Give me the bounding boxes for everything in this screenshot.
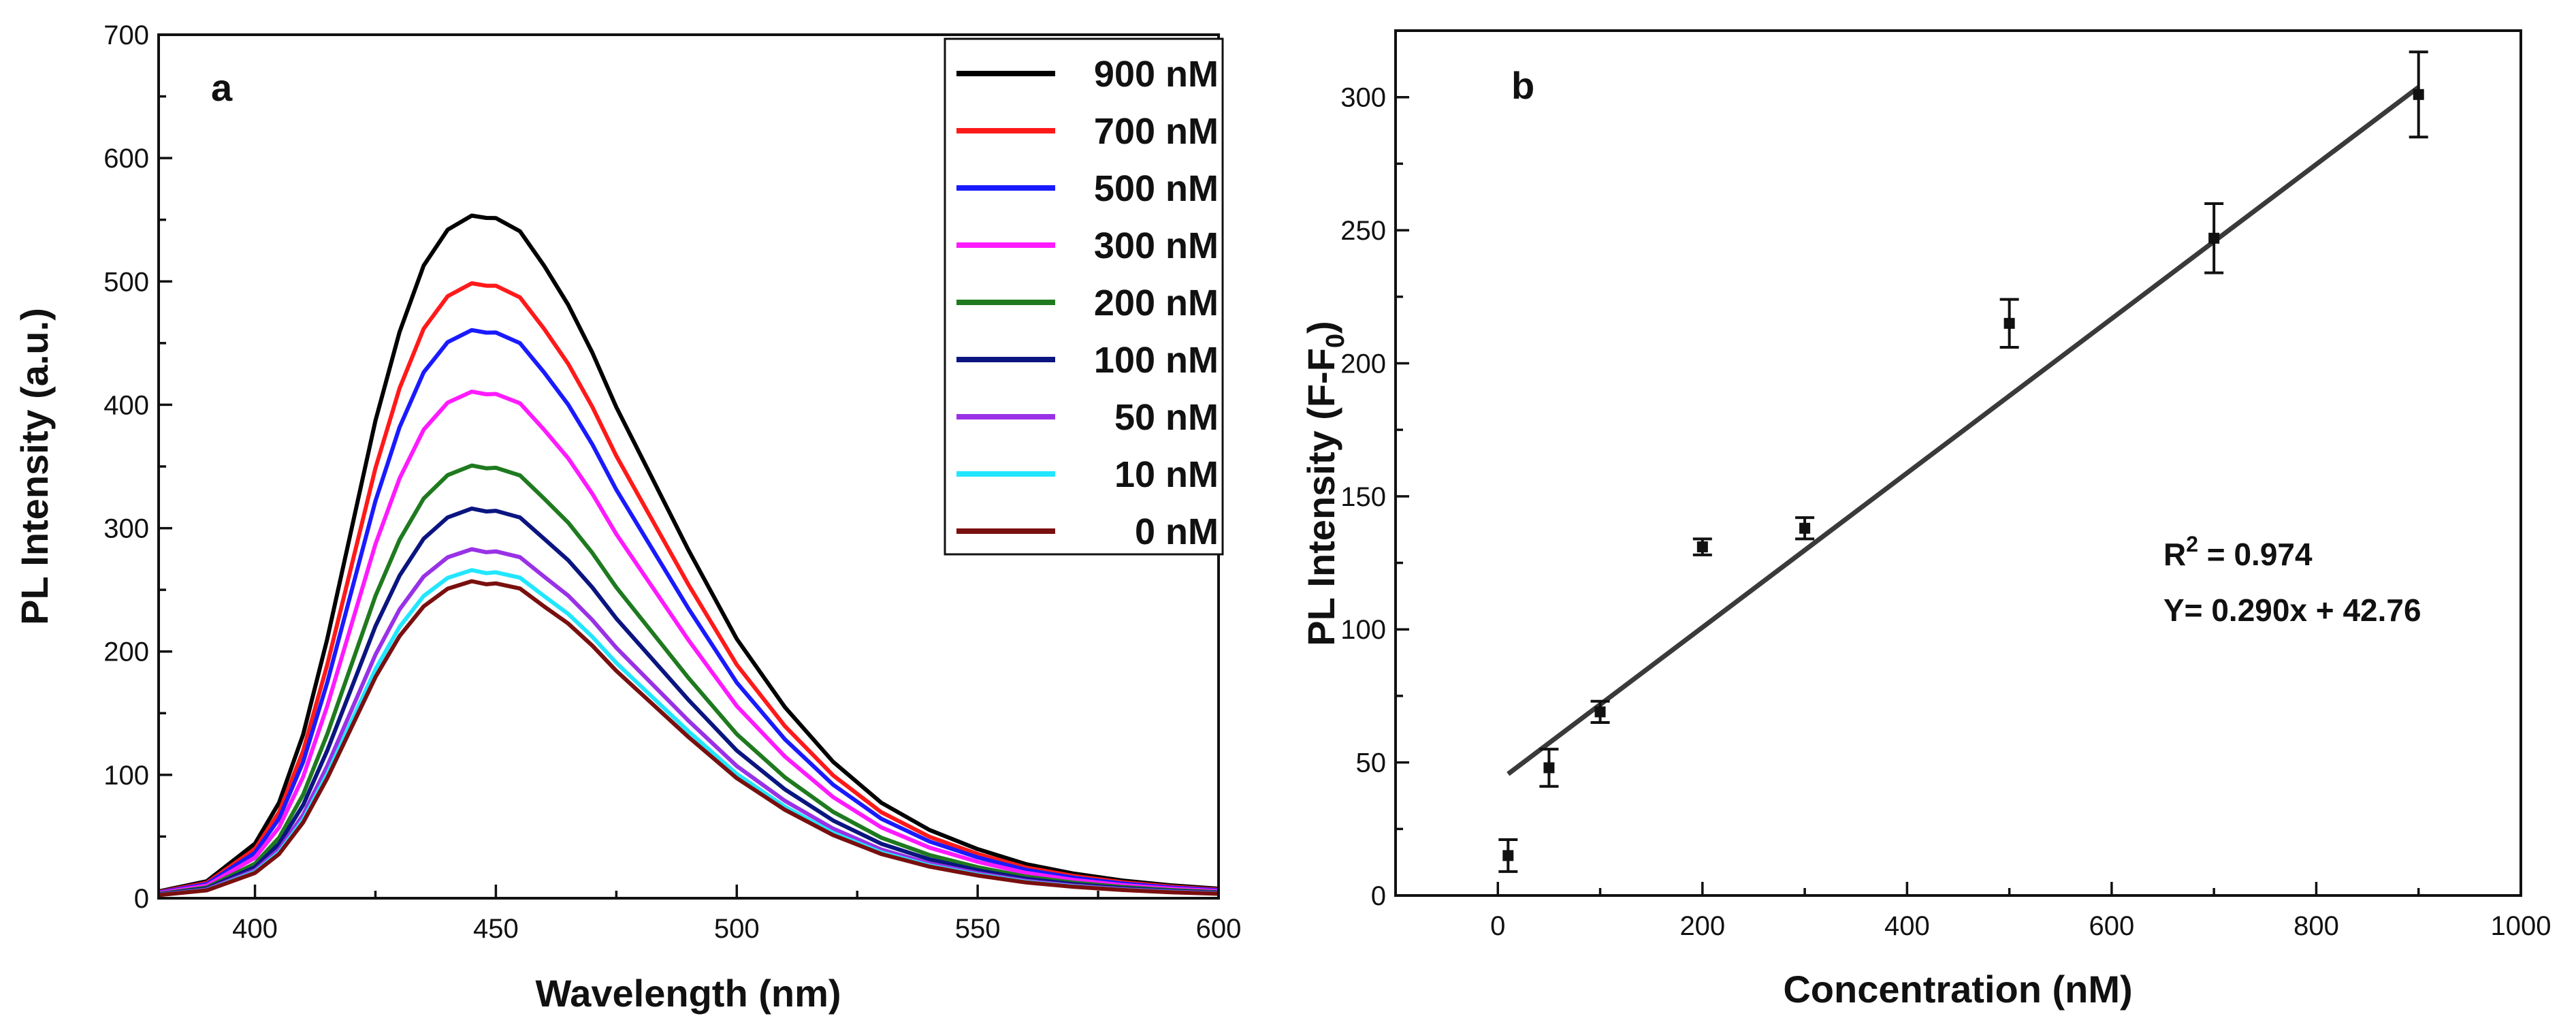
panel-a-legend-label: 500 nM [1094, 168, 1219, 209]
panel-a-series-300-nm [158, 390, 1219, 895]
panel-a-y-tick-label: 300 [103, 514, 149, 544]
panel-b-point-marker [2003, 317, 2015, 329]
panel-b-data-point [1795, 516, 1815, 541]
panel-b-point-marker [1696, 541, 1708, 553]
panel-a-legend-label: 100 nM [1094, 340, 1219, 381]
panel-a-y-tick-label: 700 [103, 20, 149, 50]
panel-b-x-tick-label: 800 [2293, 911, 2339, 941]
panel-b-points [1498, 50, 2428, 873]
panel-b-data-point [1498, 838, 1518, 873]
panel-b-data-point [2204, 202, 2224, 274]
panel-b-point-marker [1543, 762, 1555, 774]
panel-b-data-point [1999, 298, 2019, 349]
panel-a-x-tick-label: 600 [1196, 914, 1242, 944]
panel-b-equation-annotation: Y= 0.290x + 42.76 [2163, 592, 2421, 628]
panel-b-x-tick-label: 600 [2089, 911, 2135, 941]
panel-b-y-tick-label: 250 [1340, 216, 1386, 246]
panel-b-y-tick-label: 100 [1340, 615, 1386, 645]
panel-a-legend-label: 50 nM [1114, 397, 1219, 438]
panel-b-y-axis-title-sub: 0 [1321, 334, 1350, 348]
panel-a-series-200-nm [158, 463, 1219, 896]
panel-b-x-tick-label: 200 [1679, 911, 1725, 941]
panel-b-data-point [1539, 748, 1559, 788]
panel-b-x-tick-label: 1000 [2491, 911, 2551, 941]
panel-a-series-900-nm [158, 213, 1219, 893]
panel-a-series-50-nm [158, 547, 1219, 897]
panel-a-curves [158, 213, 1219, 898]
panel-b-r2-superscript: 2 [2186, 532, 2198, 556]
panel-b-point-marker [1799, 522, 1811, 534]
panel-a-series-500-nm [158, 328, 1219, 895]
panel-a-y-tick-label: 500 [103, 267, 149, 297]
panel-b-ticks: 0 200 400 600 800 1000 0 50 100 150 200 250 300 [1340, 83, 2551, 941]
panel-a-legend: 900 nM 700 nM 500 nM 300 nM 200 nM 100 nM 50 n… [944, 37, 1224, 556]
panel-b-y-axis-title-main: PL Intensity (F-F [1300, 348, 1342, 646]
panel-a-legend-label: 900 nM [1094, 54, 1219, 95]
panel-a-series-700-nm [158, 281, 1219, 894]
panel-b-r2-value: = 0.974 [2198, 537, 2313, 572]
panel-b-fit-line [1507, 85, 2420, 776]
panel-b-r2-prefix: R [2163, 537, 2186, 572]
panel-a-legend-label: 700 nM [1094, 111, 1219, 152]
panel-b-r2-annotation: R2 = 0.974 [2163, 532, 2313, 572]
panel-a-legend-label: 10 nM [1114, 454, 1219, 495]
panel-a-x-axis-title: Wavelength (nm) [535, 972, 841, 1015]
panel-a-x-tick-label: 500 [714, 914, 760, 944]
panel-a-series-100-nm [158, 506, 1219, 897]
panel-b-fit-line-path [1507, 85, 2420, 776]
panel-b-point-marker [2208, 232, 2220, 244]
panel-a-y-tick-label: 400 [103, 390, 149, 420]
panel-b-y-tick-label: 50 [1356, 748, 1387, 778]
panel-b-point-marker [2413, 89, 2424, 100]
panel-b-data-point [1692, 537, 1712, 556]
panel-a-x-tick-label: 450 [473, 914, 519, 944]
panel-a-legend-box [944, 37, 1224, 556]
panel-a-y-tick-label: 100 [103, 761, 149, 791]
panel-b-data-point [2409, 50, 2428, 139]
panel-b-y-axis-title: PL Intensity (F-F0) [1300, 321, 1350, 646]
panel-b-point-marker [1594, 706, 1606, 718]
panel-a-x-tick-label: 400 [232, 914, 278, 944]
panel-b-point-marker [1502, 850, 1514, 861]
panel-a-ticks: 400 450 500 550 600 0 100 200 300 400 500 600 700 [103, 20, 1241, 944]
panel-a-y-tick-label: 200 [103, 637, 149, 667]
panel-b-y-tick-label: 150 [1340, 482, 1386, 512]
panel-a-y-tick-label: 600 [103, 144, 149, 174]
panel-b-y-tick-label: 0 [1371, 881, 1386, 911]
panel-b-data-point [1590, 699, 1610, 724]
panel-b-x-tick-label: 0 [1490, 911, 1505, 941]
panel-a-letter: a [211, 66, 233, 109]
panel-a-y-axis-title: PL Intensity (a.u.) [13, 308, 56, 625]
panel-b-x-axis-title: Concentration (nM) [1783, 968, 2132, 1011]
panel-b-frame [1394, 29, 2522, 897]
panel-a-legend-label: 200 nM [1094, 283, 1219, 323]
panel-b-y-tick-label: 300 [1340, 83, 1386, 113]
panel-b-letter: b [1511, 64, 1534, 107]
panel-a-legend-label: 300 nM [1094, 225, 1219, 266]
panel-a-x-tick-label: 550 [955, 914, 1001, 944]
panel-b-y-tick-label: 200 [1340, 349, 1386, 379]
panel-a-legend-label: 0 nM [1135, 511, 1219, 552]
panel-b-x-tick-label: 400 [1884, 911, 1930, 941]
panel-b-y-axis-title-close: ) [1300, 321, 1342, 334]
panel-a-y-tick-label: 0 [134, 884, 149, 914]
panel-a-series-0-nm [158, 579, 1219, 898]
